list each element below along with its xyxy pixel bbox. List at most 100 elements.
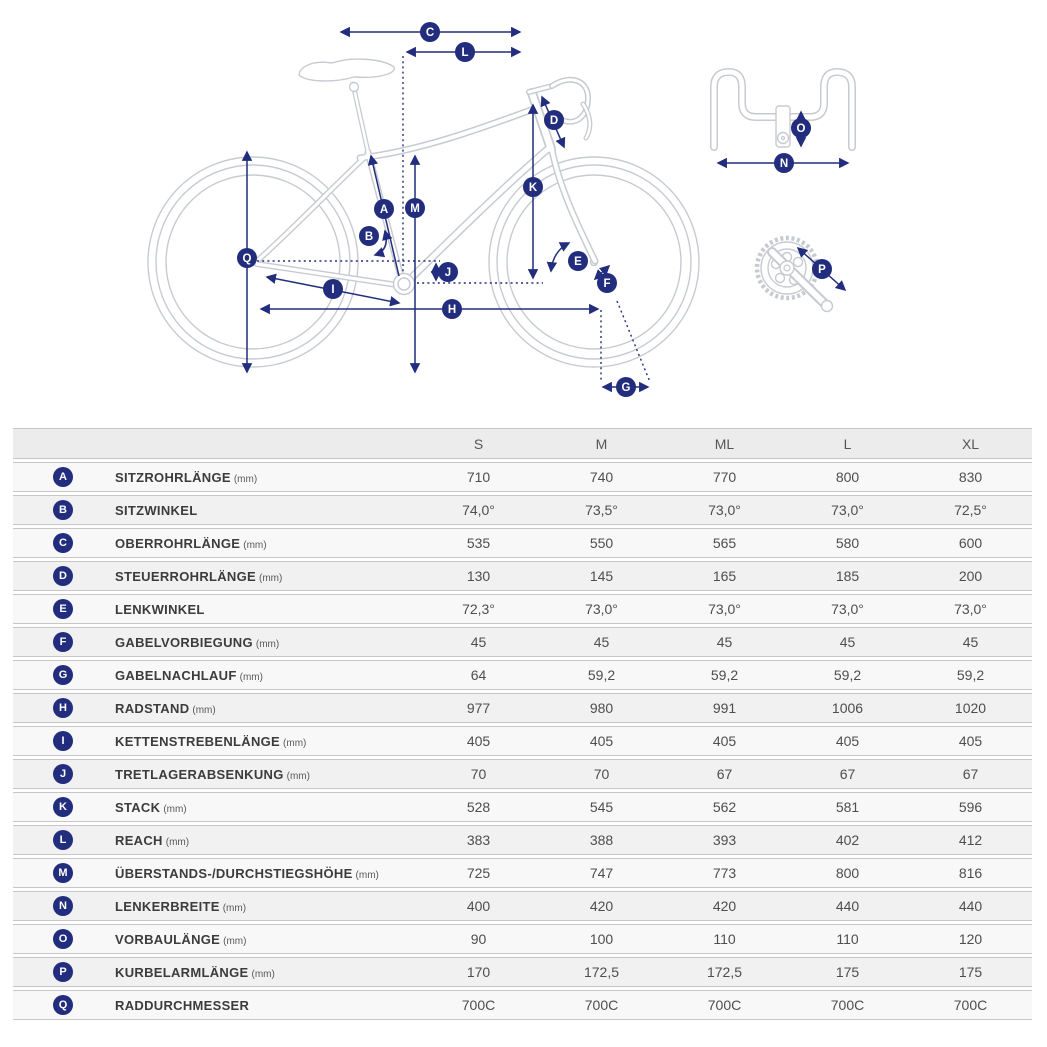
row-badge-cell: L bbox=[13, 830, 113, 850]
row-badge-C: C bbox=[53, 533, 73, 553]
row-label-text: LENKERBREITE bbox=[115, 898, 220, 914]
table-row-I: I KETTENSTREBENLÄNGE (mm) 405 405 405 405 405 bbox=[13, 726, 1032, 756]
row-unit: (mm) bbox=[223, 935, 247, 947]
value-L-S: 383 bbox=[466, 832, 491, 848]
row-unit: (mm) bbox=[243, 539, 267, 551]
value-I-ML: 405 bbox=[712, 733, 737, 749]
row-badge-cell: O bbox=[13, 929, 113, 949]
row-label: SITZWINKEL bbox=[113, 503, 417, 518]
value-I-M: 405 bbox=[589, 733, 614, 749]
table-row-B: B SITZWINKEL 74,0° 73,5° 73,0° 73,0° 72,5° bbox=[13, 495, 1032, 525]
row-label: VORBAULÄNGE (mm) bbox=[113, 932, 417, 947]
row-badge-O: O bbox=[53, 929, 73, 949]
diagram-marker-letter: L bbox=[461, 47, 468, 59]
size-column-header-ML: ML bbox=[714, 435, 735, 452]
diagram-marker-A bbox=[374, 199, 394, 219]
handlebar-side-icon bbox=[526, 76, 593, 141]
row-unit: (mm) bbox=[286, 770, 310, 782]
row-label: KETTENSTREBENLÄNGE (mm) bbox=[113, 734, 417, 749]
value-O-L: 110 bbox=[836, 931, 859, 947]
diagram-marker-letter: I bbox=[331, 284, 334, 296]
diagram-marker-letter: G bbox=[622, 382, 631, 394]
diagram-marker-letter: B bbox=[365, 231, 373, 243]
diagram-marker-M bbox=[405, 198, 425, 218]
row-unit: (mm) bbox=[239, 671, 263, 683]
value-N-S: 400 bbox=[466, 898, 491, 914]
row-badge-cell: I bbox=[13, 731, 113, 751]
row-label: ÜBERSTANDS-/DURCHSTIEGSHÖHE (mm) bbox=[113, 866, 417, 881]
row-badge-F: F bbox=[53, 632, 73, 652]
row-label-text: KETTENSTREBENLÄNGE bbox=[115, 733, 281, 749]
row-badge-cell: B bbox=[13, 500, 113, 520]
value-B-S: 74,0° bbox=[462, 502, 495, 518]
value-P-S: 170 bbox=[466, 964, 491, 980]
table-row-P: P KURBELARMLÄNGE (mm) 170 172,5 172,5 175 175 bbox=[13, 957, 1032, 987]
size-column-header-XL: XL bbox=[961, 435, 980, 452]
table-row-E: E LENKWINKEL 72,3° 73,0° 73,0° 73,0° 73,0° bbox=[13, 594, 1032, 624]
row-badge-I: I bbox=[53, 731, 73, 751]
table-row-G: G GABELNACHLAUF (mm) 64 59,2 59,2 59,2 59,2 bbox=[13, 660, 1032, 690]
row-badge-N: N bbox=[53, 896, 73, 916]
row-unit: (mm) bbox=[259, 572, 283, 584]
diagram-marker-J bbox=[438, 262, 458, 282]
table-row-D: D STEUERROHRLÄNGE (mm) 130 145 165 185 200 bbox=[13, 561, 1032, 591]
row-label: LENKWINKEL bbox=[113, 602, 417, 617]
row-unit: (mm) bbox=[283, 737, 307, 749]
diagram-marker-letter: F bbox=[603, 278, 610, 290]
row-badge-cell: Q bbox=[13, 995, 113, 1015]
value-M-S: 725 bbox=[466, 865, 491, 881]
row-badge-cell: P bbox=[13, 962, 113, 982]
row-label: RADSTAND (mm) bbox=[113, 701, 417, 716]
value-G-M: 59,2 bbox=[587, 667, 616, 683]
row-badge-cell: D bbox=[13, 566, 113, 586]
value-A-S: 710 bbox=[466, 469, 491, 485]
row-label-text: STACK bbox=[115, 799, 161, 815]
table-row-O: O VORBAULÄNGE (mm) 90 100 110 110 120 bbox=[13, 924, 1032, 954]
value-H-M: 980 bbox=[589, 700, 614, 716]
row-label: GABELVORBIEGUNG (mm) bbox=[113, 635, 417, 650]
diagram-marker-K bbox=[523, 177, 543, 197]
value-D-M: 145 bbox=[589, 568, 614, 584]
value-K-L: 581 bbox=[835, 799, 860, 815]
value-D-XL: 200 bbox=[958, 568, 983, 584]
row-label: OBERROHRLÄNGE (mm) bbox=[113, 536, 417, 551]
row-label: RADDURCHMESSER bbox=[113, 998, 417, 1013]
diagram-marker-P bbox=[812, 259, 832, 279]
value-F-XL: 45 bbox=[962, 634, 979, 650]
value-J-M: 70 bbox=[593, 766, 610, 782]
row-unit: (mm) bbox=[163, 803, 187, 815]
value-M-ML: 773 bbox=[712, 865, 737, 881]
row-badge-cell: F bbox=[13, 632, 113, 652]
value-I-L: 405 bbox=[835, 733, 860, 749]
value-E-ML: 73,0° bbox=[708, 601, 741, 617]
row-label-text: RADDURCHMESSER bbox=[115, 997, 250, 1013]
diagram-marker-letter: E bbox=[574, 256, 582, 268]
value-E-XL: 73,0° bbox=[954, 601, 987, 617]
row-unit: (mm) bbox=[192, 704, 216, 716]
row-badge-P: P bbox=[53, 962, 73, 982]
row-badge-H: H bbox=[53, 698, 73, 718]
row-label-text: SITZROHRLÄNGE bbox=[115, 469, 231, 485]
diagram-marker-letter: J bbox=[445, 267, 451, 279]
row-label: KURBELARMLÄNGE (mm) bbox=[113, 965, 417, 980]
row-badge-cell: K bbox=[13, 797, 113, 817]
row-badge-cell: M bbox=[13, 863, 113, 883]
geometry-diagram: A B C D E F G H I J K L M N O P Q bbox=[0, 0, 1047, 424]
value-C-L: 580 bbox=[835, 535, 860, 551]
saddle-icon bbox=[298, 58, 396, 93]
row-badge-cell: G bbox=[13, 665, 113, 685]
table-row-J: J TRETLAGERABSENKUNG (mm) 70 70 67 67 67 bbox=[13, 759, 1032, 789]
row-label-text: GABELNACHLAUF bbox=[115, 667, 237, 683]
table-row-K: K STACK (mm) 528 545 562 581 596 bbox=[13, 792, 1032, 822]
diagram-marker-layer: A B C D E F G H I J K L M N O P Q bbox=[237, 22, 832, 397]
bottom-bracket-icon bbox=[392, 272, 416, 296]
value-G-XL: 59,2 bbox=[956, 667, 985, 683]
value-F-L: 45 bbox=[839, 634, 856, 650]
value-H-L: 1006 bbox=[831, 700, 864, 716]
row-unit: (mm) bbox=[255, 638, 280, 650]
value-H-XL: 1020 bbox=[954, 700, 987, 716]
value-J-S: 70 bbox=[470, 766, 487, 782]
value-M-M: 747 bbox=[589, 865, 614, 881]
table-row-H: H RADSTAND (mm) 977 980 991 1006 1020 bbox=[13, 693, 1032, 723]
value-G-S: 64 bbox=[470, 667, 487, 683]
